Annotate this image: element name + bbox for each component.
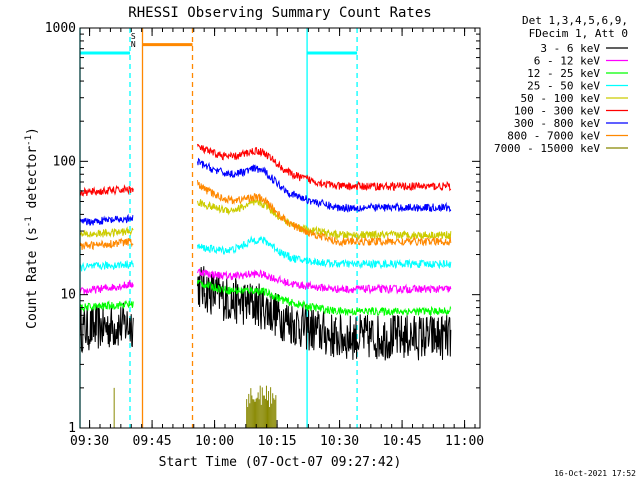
series-line-4-1	[197, 197, 337, 239]
series-line-0-0	[79, 302, 134, 354]
x-tick-label-0: 09:30	[70, 434, 109, 449]
series-line-1-1	[197, 268, 337, 293]
legend-label-7: 800 - 7000 keV	[507, 130, 600, 143]
y-axis-label-main: Count Rate (s	[25, 227, 40, 329]
series-line-4-0	[79, 226, 134, 238]
legend-header-0: Det 1,3,4,5,6,9,	[522, 14, 628, 27]
x-tick-label-6: 11:00	[445, 434, 484, 449]
series-line-3-2	[335, 258, 452, 270]
flag-label-0: S	[131, 32, 136, 41]
series-line-0-2	[335, 314, 452, 361]
legend-header-1: FDecim 1, Att 0	[529, 27, 628, 40]
legend-label-4: 50 - 100 keV	[521, 92, 601, 105]
y-axis-label-sup1: -1	[24, 216, 34, 227]
legend-label-5: 100 - 300 keV	[514, 105, 600, 118]
legend-label-0: 3 - 6 keV	[540, 42, 600, 55]
legend-label-8: 7000 - 15000 keV	[494, 142, 600, 155]
series-line-0-1	[197, 266, 337, 358]
series-line-5-2	[335, 180, 452, 192]
x-tick-label-3: 10:15	[258, 434, 297, 449]
series-line-2-0	[79, 299, 134, 313]
y-axis-label-end: )	[25, 127, 40, 135]
series-line-5-1	[197, 143, 337, 190]
series-line-4-2	[335, 229, 452, 241]
series-line-3-1	[197, 235, 337, 269]
series-line-1-0	[79, 279, 134, 295]
y-tick-label-1: 100	[53, 154, 76, 169]
legend-label-3: 25 - 50 keV	[527, 80, 600, 93]
x-tick-label-4: 10:30	[320, 434, 359, 449]
series-line-7-0	[79, 237, 134, 251]
series-line-3-0	[79, 260, 134, 272]
x-tick-label-5: 10:45	[383, 434, 422, 449]
y-axis-label-mid: detector	[25, 146, 40, 217]
y-axis-label: Count Rate (s-1 detector-1)	[24, 127, 40, 329]
y-tick-label-2: 1000	[45, 21, 76, 36]
series-line-1-2	[335, 283, 452, 295]
chart-title: RHESSI Observing Summary Count Rates	[128, 5, 431, 21]
legend: Det 1,3,4,5,6,9,FDecim 1, Att 0 3 - 6 keV…	[494, 14, 628, 155]
x-tick-label-2: 10:00	[195, 434, 234, 449]
y-tick-label-0: 10	[60, 288, 76, 303]
series-line-2-1	[197, 279, 337, 315]
x-axis-label: Start Time (07-Oct-07 09:27:42)	[159, 455, 402, 470]
timestamp: 16-Oct-2021 17:52	[554, 469, 636, 478]
x-tick-label-1: 09:45	[133, 434, 172, 449]
series-line-5-0	[79, 184, 134, 197]
legend-label-6: 300 - 800 keV	[514, 117, 600, 130]
series-line-6-1	[197, 157, 337, 210]
y-tick-label-3: 1	[68, 421, 76, 436]
series-line-7-2	[335, 235, 452, 248]
legend-label-1: 6 - 12 keV	[534, 55, 601, 68]
series-line-7-1	[197, 180, 337, 246]
series-line-2-2	[335, 305, 452, 317]
series-line-6-0	[79, 213, 134, 226]
plot-frame	[79, 27, 481, 429]
series-line-6-2	[336, 201, 452, 213]
y-axis-label-sup2: -1	[24, 135, 34, 146]
legend-label-2: 12 - 25 keV	[527, 67, 600, 80]
flag-label-1: N	[131, 40, 136, 49]
